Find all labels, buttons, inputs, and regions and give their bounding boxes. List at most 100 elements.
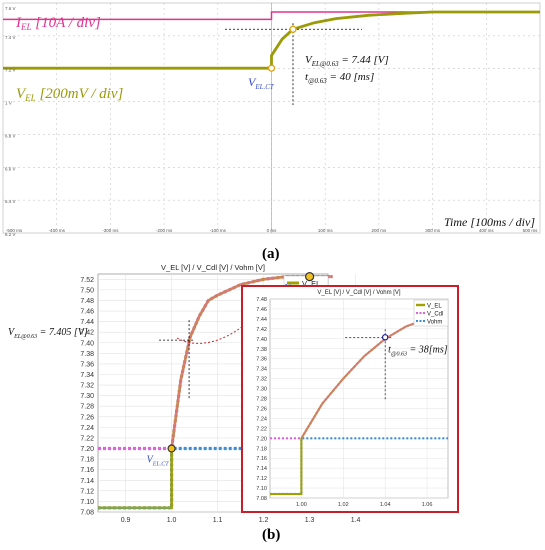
v-el-label: VEL [200mV / div] <box>16 86 123 103</box>
y-tick-label: 7.08 <box>80 510 94 517</box>
time-scale-label: Time [100ms / div] <box>444 215 535 229</box>
x-tick-label: 100 ms <box>318 228 334 233</box>
x-tick-label: 0 ms <box>267 228 278 233</box>
y-tick-label: 7.20 <box>80 446 94 453</box>
y-tick-label: 7.6 V <box>5 6 16 11</box>
y-tick-label: 7.42 <box>80 330 94 337</box>
y-tick-label: 7.14 <box>80 478 94 485</box>
x-tick-label: -100 ms <box>210 228 227 233</box>
x-tick-label: -300 ms <box>102 228 119 233</box>
y-tick-label: 7.46 <box>256 307 267 313</box>
x-tick-label: 300 ms <box>425 228 441 233</box>
v-el-ct-label: VEL.CT <box>147 455 170 468</box>
x-tick-label: 400 ms <box>479 228 495 233</box>
x-tick-label: -400 ms <box>49 228 66 233</box>
y-tick-label: 7.46 <box>80 309 94 316</box>
y-tick-label: 7.48 <box>80 298 94 305</box>
ticks-a: 7.6 V 7.4 V 7.2 V 1 V 6.8 V 6.6 V 6.4 V 6.2 V-5… <box>5 6 538 237</box>
y-tick-label: 6.4 V <box>5 199 16 204</box>
point-v-el-max <box>305 272 315 282</box>
series-v-el-overlay <box>170 275 333 449</box>
y-tick-label: 7.12 <box>80 488 94 495</box>
y-tick-label: 7.26 <box>80 414 94 421</box>
y-tick-label: 7.14 <box>256 466 267 472</box>
oscilloscope-chart: IEL [10A / div] VEL [200mV / div] VEL.CT VE… <box>2 2 541 237</box>
x-tick-label: 1.06 <box>422 502 433 508</box>
y-tick-label: 7.16 <box>80 467 94 474</box>
y-tick-label: 7.2 V <box>5 68 16 73</box>
y-tick-label: 7.42 <box>256 327 267 333</box>
y-tick-label: 7.28 <box>256 397 267 403</box>
y-tick-label: 7.40 <box>256 337 267 343</box>
x-tick-label: 1.00 <box>296 502 307 508</box>
x-tick-label: 0.9 <box>121 517 131 524</box>
legend-label: V_EL <box>302 279 320 288</box>
i-el-label: IEL [10A / div] <box>15 15 101 32</box>
v-el-ct-label: VEL.CT <box>248 75 275 91</box>
point-v-el-ct <box>167 444 176 453</box>
x-tick-label: 200 ms <box>372 228 388 233</box>
point-v-el-ct <box>267 64 276 72</box>
y-tick-label: 7.10 <box>80 499 94 506</box>
y-tick-label: 7.24 <box>256 416 267 422</box>
x-tick-label: 500 ms <box>523 228 539 233</box>
series-group-a <box>3 10 540 70</box>
y-tick-label: 7.50 <box>80 287 94 294</box>
legend-label: V_Cdl <box>427 312 443 318</box>
x-tick-label: 1.04 <box>380 502 391 508</box>
t-063-label: t@0.63 = 40 [ms] <box>305 71 374 85</box>
x-tick-label: 1.02 <box>338 502 349 508</box>
y-tick-label: 7.52 <box>80 277 94 284</box>
y-tick-label: 7.22 <box>80 435 94 442</box>
y-tick-label: 7.44 <box>256 317 267 323</box>
y-tick-label: 7.40 <box>80 340 94 347</box>
series-v-el <box>3 10 540 70</box>
x-tick-label: 1.0 <box>167 517 177 524</box>
y-tick-label: 7.26 <box>256 406 267 412</box>
inset-title: V_EL [V] / V_Cdl [V] / Vohm [V] <box>317 290 400 296</box>
point-t-063 <box>381 334 389 341</box>
y-tick-label: 7.4 V <box>5 35 16 40</box>
callout-curve <box>176 303 265 344</box>
inset-plot: V_EL [V] / V_Cdl [V] / Vohm [V] 7.48 7.46 7… <box>241 285 459 513</box>
x-tick-label: 1.4 <box>351 517 361 524</box>
series-vohm <box>270 437 448 496</box>
chart-b-title: V_EL [V] / V_Cdl [V] / Vohm [V] <box>161 263 265 272</box>
y-tick-label: 7.36 <box>80 361 94 368</box>
v-063-label-b: VEL@0.63 = 7.405 [V] <box>8 327 88 340</box>
point-v-063 <box>289 25 297 33</box>
y-tick-label: 7.22 <box>256 426 267 432</box>
y-tick-label: 7.34 <box>80 372 94 379</box>
y-tick-label: 7.44 <box>80 319 94 326</box>
y-tick-label: 7.18 <box>256 446 267 452</box>
y-tick-label: 7.24 <box>80 425 94 432</box>
x-tick-label: -200 ms <box>156 228 173 233</box>
y-tick-label: 7.28 <box>80 404 94 411</box>
y-tick-label: 7.10 <box>256 486 267 492</box>
caption-a: (a) <box>262 246 280 262</box>
y-tick-label: 7.38 <box>256 347 267 353</box>
y-tick-label: 6.8 V <box>5 133 16 138</box>
grid-a <box>3 3 540 233</box>
y-tick-label: 7.18 <box>80 457 94 464</box>
y-tick-label: 1 V <box>5 101 12 106</box>
y-tick-label: 7.20 <box>256 436 267 442</box>
caption-b: (b) <box>262 527 281 543</box>
y-tick-label: 7.38 <box>80 351 94 358</box>
y-tick-label: 7.32 <box>256 377 267 383</box>
t-063-label-inset: t@0.63 = 38[ms] <box>388 344 448 357</box>
x-tick-label: 1.3 <box>305 517 315 524</box>
y-tick-label: 7.36 <box>256 357 267 363</box>
y-tick-label: 7.32 <box>80 383 94 390</box>
y-tick-label: 7.34 <box>256 367 267 373</box>
x-tick-label: 1.2 <box>259 517 269 524</box>
x-tick-label: 1.1 <box>213 517 223 524</box>
y-tick-label: 6.2 V <box>5 232 16 237</box>
y-tick-label: 7.48 <box>256 297 267 303</box>
x-tick-label: -500 ms <box>6 228 23 233</box>
legend-label: V_EL <box>427 304 442 310</box>
y-tick-label: 6.6 V <box>5 166 16 171</box>
y-tick-label: 7.12 <box>256 476 267 482</box>
y-tick-label: 7.30 <box>80 393 94 400</box>
legend-label: Vohm <box>427 320 442 326</box>
